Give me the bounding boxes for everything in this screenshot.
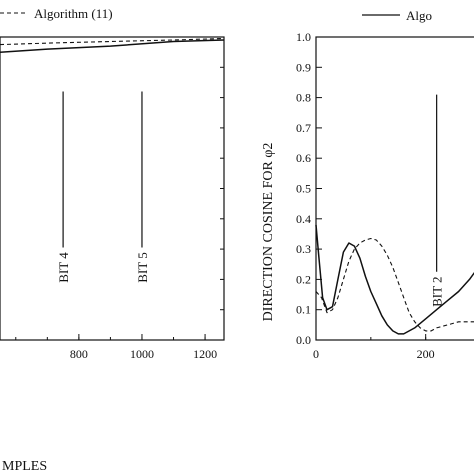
y-tick-label: 0.7 — [296, 121, 311, 135]
right-x-ticks: 0 200 — [313, 334, 435, 361]
x-tick-label: 1000 — [130, 347, 154, 361]
y-tick-label: 0.2 — [296, 272, 311, 286]
y-tick-label: 0.3 — [296, 242, 311, 256]
left-panel: 800 1000 1200 BIT 4 BIT 5 Algorithm (11) MP… — [0, 6, 225, 474]
y-tick-label: 0.4 — [296, 212, 311, 226]
right-legend-label: Algo — [406, 8, 432, 23]
left-legend-label: Algorithm (11) — [34, 6, 113, 21]
y-tick-label: 0.5 — [296, 182, 311, 196]
y-tick-label: 0.1 — [296, 303, 311, 317]
right-y-ticks: 0.0 0.1 0.2 0.3 0.4 0.5 0.6 0.7 0.8 0.9 1.0 — [296, 30, 322, 347]
y-tick-label: 0.9 — [296, 60, 311, 74]
y-tick-label: 0.8 — [296, 91, 311, 105]
dashed-series-line — [315, 237, 474, 332]
left-annotations: BIT 4 BIT 5 — [56, 91, 150, 283]
y-tick-label: 1.0 — [296, 30, 311, 44]
left-series — [0, 37, 225, 53]
solid-series-line — [0, 39, 225, 53]
y-tick-label: 0.6 — [296, 151, 311, 165]
left-x-axis-label: MPLES — [2, 459, 47, 474]
left-plot-frame — [0, 36, 225, 341]
right-series — [315, 224, 474, 335]
right-annotations: BIT 2 — [430, 94, 445, 307]
bit-marker-label: BIT 4 — [56, 252, 71, 283]
x-tick-label: 200 — [417, 347, 435, 361]
solid-series-line — [315, 224, 474, 335]
right-y-axis-label: DIRECTION COSINE FOR φ2 — [261, 143, 276, 322]
y-tick-label: 0.0 — [296, 333, 311, 347]
right-legend: Algo — [362, 8, 432, 23]
x-tick-label: 1200 — [193, 347, 217, 361]
dashed-series-line — [0, 37, 225, 46]
right-panel: 0.0 0.1 0.2 0.3 0.4 0.5 0.6 0.7 0.8 0.9 1.0 0 200 B… — [261, 8, 474, 361]
right-plot-frame — [315, 36, 474, 341]
x-tick-label: 0 — [313, 347, 319, 361]
bit-marker-label: BIT 5 — [135, 252, 150, 282]
bit-marker-label: BIT 2 — [430, 276, 445, 306]
left-x-ticks: 800 1000 1200 — [15, 36, 224, 361]
x-tick-label: 800 — [70, 347, 88, 361]
left-legend: Algorithm (11) — [0, 6, 113, 21]
